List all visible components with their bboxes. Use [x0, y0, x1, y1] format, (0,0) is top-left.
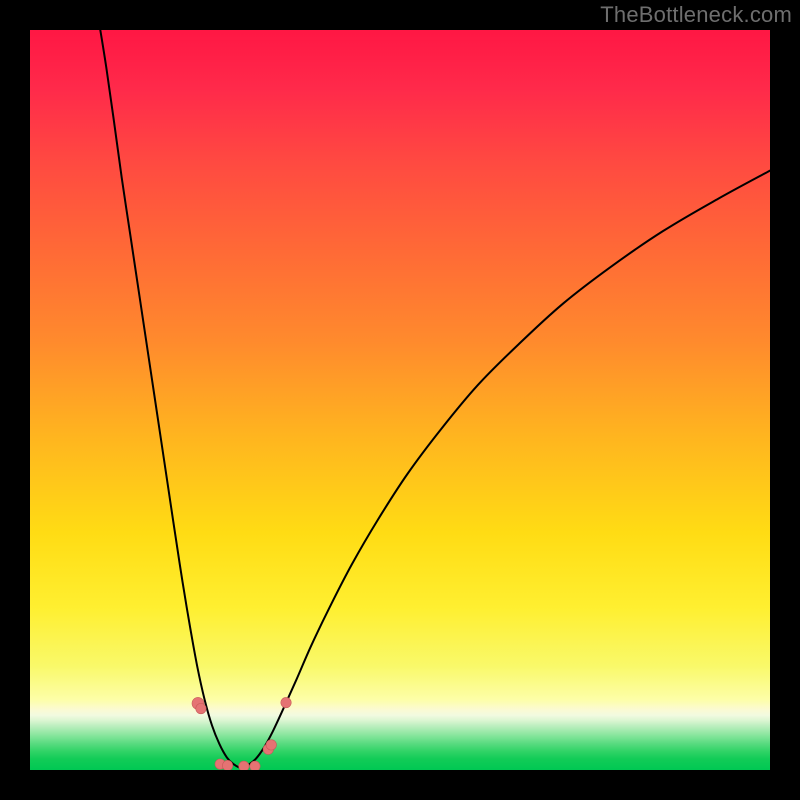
data-marker [196, 703, 206, 713]
watermark-text: TheBottleneck.com [600, 2, 792, 28]
data-marker [239, 761, 249, 770]
chart-frame: TheBottleneck.com [0, 0, 800, 800]
data-marker [281, 697, 291, 707]
plot-area [30, 30, 770, 770]
data-marker [266, 740, 276, 750]
data-marker [250, 761, 260, 770]
chart-svg [30, 30, 770, 770]
chart-background [30, 30, 770, 770]
data-marker [222, 760, 232, 770]
